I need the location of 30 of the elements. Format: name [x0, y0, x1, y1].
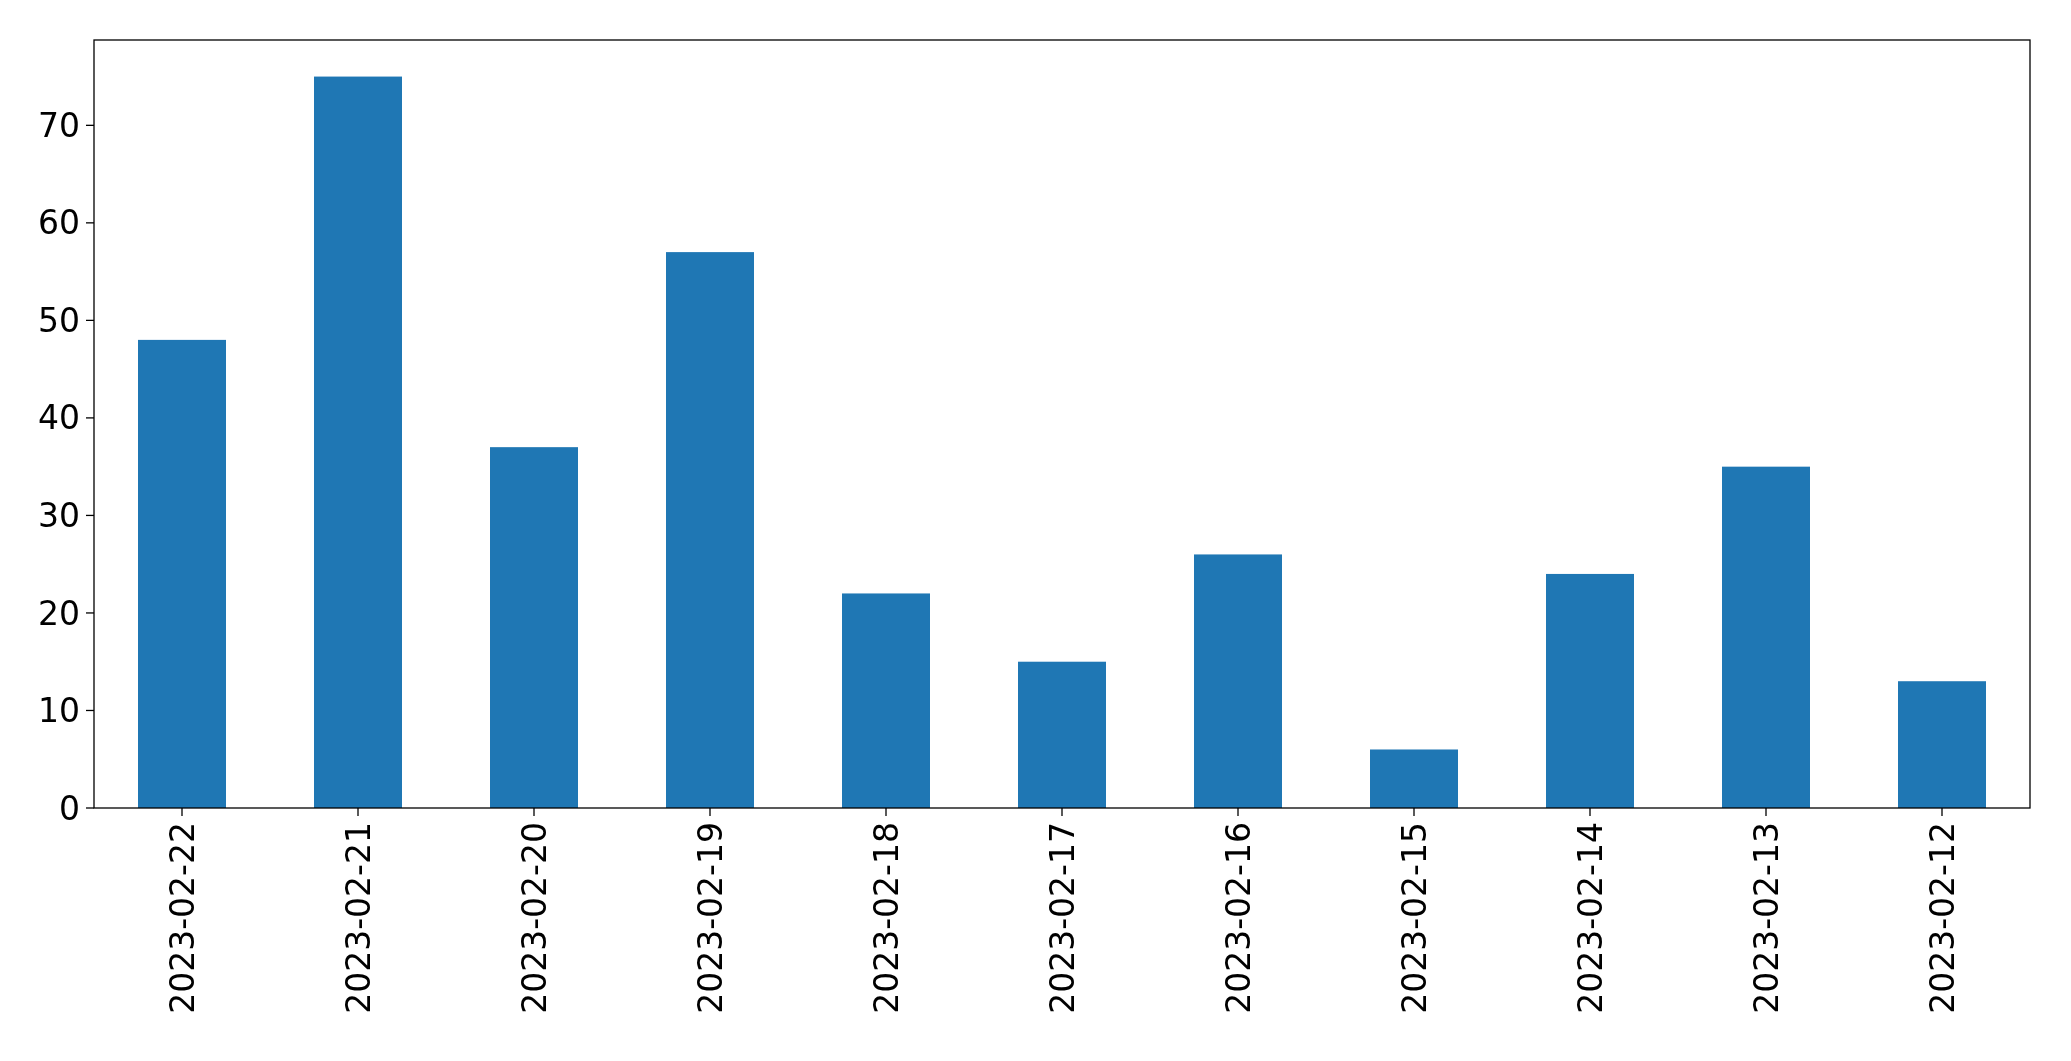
x-tick-label: 2023-02-17	[1042, 822, 1082, 1014]
x-tick-label: 2023-02-15	[1394, 822, 1434, 1014]
y-tick-label: 20	[38, 593, 80, 633]
y-tick-label: 0	[59, 788, 80, 828]
x-tick-label: 2023-02-16	[1218, 822, 1258, 1014]
y-tick-label: 70	[38, 105, 80, 145]
x-tick-label: 2023-02-19	[690, 822, 730, 1014]
x-tick-label: 2023-02-22	[162, 822, 202, 1014]
x-tick-label: 2023-02-18	[866, 822, 906, 1014]
y-tick-label: 40	[38, 398, 80, 438]
bar	[314, 76, 402, 808]
bar	[1018, 661, 1106, 808]
bar	[1546, 573, 1634, 808]
bar	[666, 252, 754, 808]
bar	[842, 593, 930, 808]
x-tick-label: 2023-02-14	[1570, 822, 1610, 1014]
y-tick-label: 10	[38, 691, 80, 731]
y-tick-label: 30	[38, 495, 80, 535]
x-tick-label: 2023-02-21	[338, 822, 378, 1014]
bar	[1722, 466, 1810, 808]
x-tick-label: 2023-02-20	[514, 822, 554, 1014]
bar	[1898, 681, 1986, 808]
y-tick-label: 50	[38, 300, 80, 340]
bar	[1194, 554, 1282, 808]
bar	[138, 339, 226, 808]
x-tick-label: 2023-02-12	[1922, 822, 1962, 1014]
x-tick-label: 2023-02-13	[1746, 822, 1786, 1014]
y-tick-label: 60	[38, 203, 80, 243]
bar	[490, 447, 578, 808]
bar	[1370, 749, 1458, 808]
